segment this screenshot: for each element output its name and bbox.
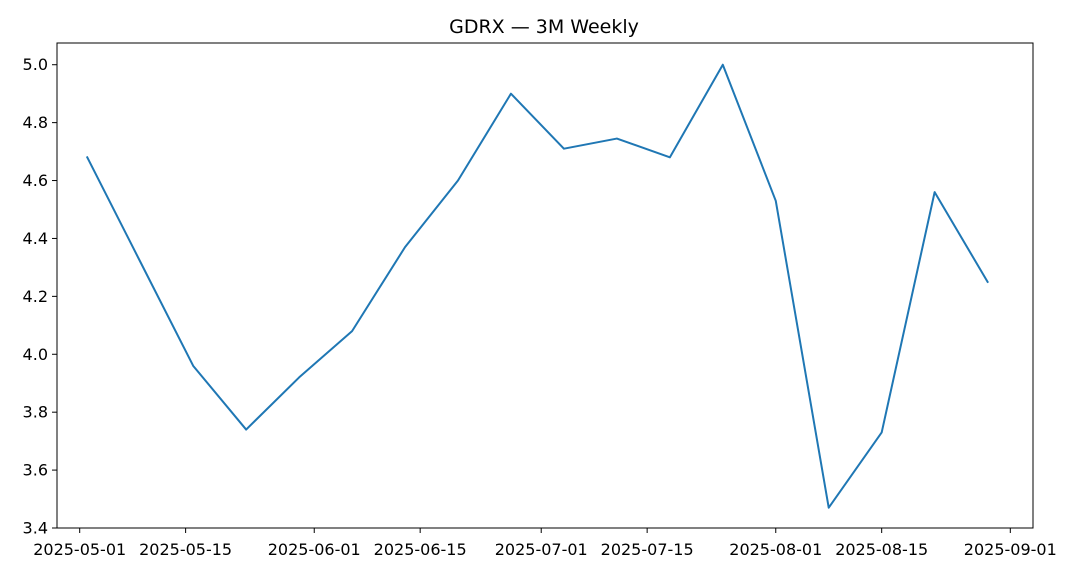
- data-point: [775, 200, 777, 202]
- data-point: [510, 93, 512, 95]
- series-line: [85, 63, 989, 509]
- data-point: [881, 431, 883, 433]
- data-point: [722, 64, 724, 66]
- y-tick-label: 4.4: [23, 229, 48, 248]
- data-point: [828, 507, 830, 509]
- y-tick-label: 4.8: [23, 113, 48, 132]
- plot-area: [56, 42, 1034, 529]
- data-point: [934, 191, 936, 193]
- x-tick-label: 2025-05-15: [139, 540, 232, 559]
- x-tick-label: 2025-07-01: [495, 540, 588, 559]
- x-axis: 2025-05-01 2025-05-15 2025-06-01 2025-06-15…: [33, 528, 1057, 559]
- x-tick-label: 2025-05-01: [33, 540, 126, 559]
- x-tick-label: 2025-06-01: [268, 540, 361, 559]
- data-point: [298, 376, 300, 378]
- data-point: [987, 281, 989, 283]
- x-tick-label: 2025-08-15: [835, 540, 928, 559]
- y-tick-label: 4.6: [23, 171, 48, 190]
- data-point: [139, 261, 141, 263]
- series-layer: [85, 63, 989, 509]
- y-tick-label: 3.8: [23, 403, 48, 422]
- y-tick-label: 4.2: [23, 287, 48, 306]
- x-tick-label: 2025-07-15: [601, 540, 694, 559]
- x-tick-label: 2025-06-15: [374, 540, 467, 559]
- y-tick-label: 3.4: [23, 519, 48, 538]
- data-point: [404, 246, 406, 248]
- data-point: [245, 429, 247, 431]
- data-point: [669, 156, 671, 158]
- x-tick-label: 2025-08-01: [729, 540, 822, 559]
- data-point: [563, 148, 565, 150]
- y-tick-label: 3.6: [23, 461, 48, 480]
- y-tick-label: 5.0: [23, 55, 48, 74]
- data-point: [351, 330, 353, 332]
- chart-title: GDRX — 3M Weekly: [449, 16, 639, 38]
- data-point: [457, 180, 459, 182]
- data-point: [616, 138, 618, 140]
- x-tick-label: 2025-09-01: [964, 540, 1057, 559]
- data-point: [192, 365, 194, 367]
- data-point: [86, 156, 88, 158]
- y-tick-label: 4.0: [23, 345, 48, 364]
- y-axis: 3.4 3.6 3.8 4.0 4.2 4.4 4.6 4.8 5.0: [23, 55, 57, 538]
